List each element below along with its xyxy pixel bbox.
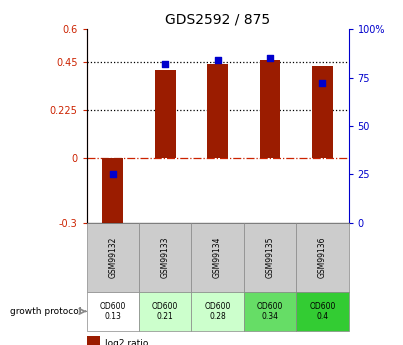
Text: log2 ratio: log2 ratio xyxy=(105,339,148,345)
Bar xyxy=(296,292,349,331)
Point xyxy=(110,171,116,177)
Bar xyxy=(155,70,176,158)
Bar xyxy=(260,60,280,158)
Point xyxy=(162,61,168,67)
Bar xyxy=(191,292,244,331)
Title: GDS2592 / 875: GDS2592 / 875 xyxy=(165,13,270,27)
Text: OD600
0.34: OD600 0.34 xyxy=(257,302,283,321)
Point xyxy=(319,81,326,86)
Bar xyxy=(87,336,100,345)
Text: GSM99136: GSM99136 xyxy=(318,236,327,278)
Bar xyxy=(87,223,139,292)
Bar xyxy=(296,223,349,292)
Point xyxy=(214,58,221,63)
Text: OD600
0.4: OD600 0.4 xyxy=(309,302,336,321)
Text: OD600
0.13: OD600 0.13 xyxy=(100,302,126,321)
Bar xyxy=(207,64,228,158)
Text: GSM99132: GSM99132 xyxy=(108,236,117,278)
Bar xyxy=(102,158,123,229)
Bar xyxy=(87,292,139,331)
Text: GSM99133: GSM99133 xyxy=(161,236,170,278)
Text: growth protocol: growth protocol xyxy=(10,307,81,316)
Bar xyxy=(244,292,296,331)
Bar xyxy=(312,66,333,158)
Text: GSM99134: GSM99134 xyxy=(213,236,222,278)
Point xyxy=(267,56,273,61)
Bar xyxy=(139,292,191,331)
Bar xyxy=(191,223,244,292)
Bar xyxy=(244,223,296,292)
Text: OD600
0.28: OD600 0.28 xyxy=(204,302,231,321)
Text: OD600
0.21: OD600 0.21 xyxy=(152,302,179,321)
Bar xyxy=(139,223,191,292)
Text: GSM99135: GSM99135 xyxy=(266,236,274,278)
